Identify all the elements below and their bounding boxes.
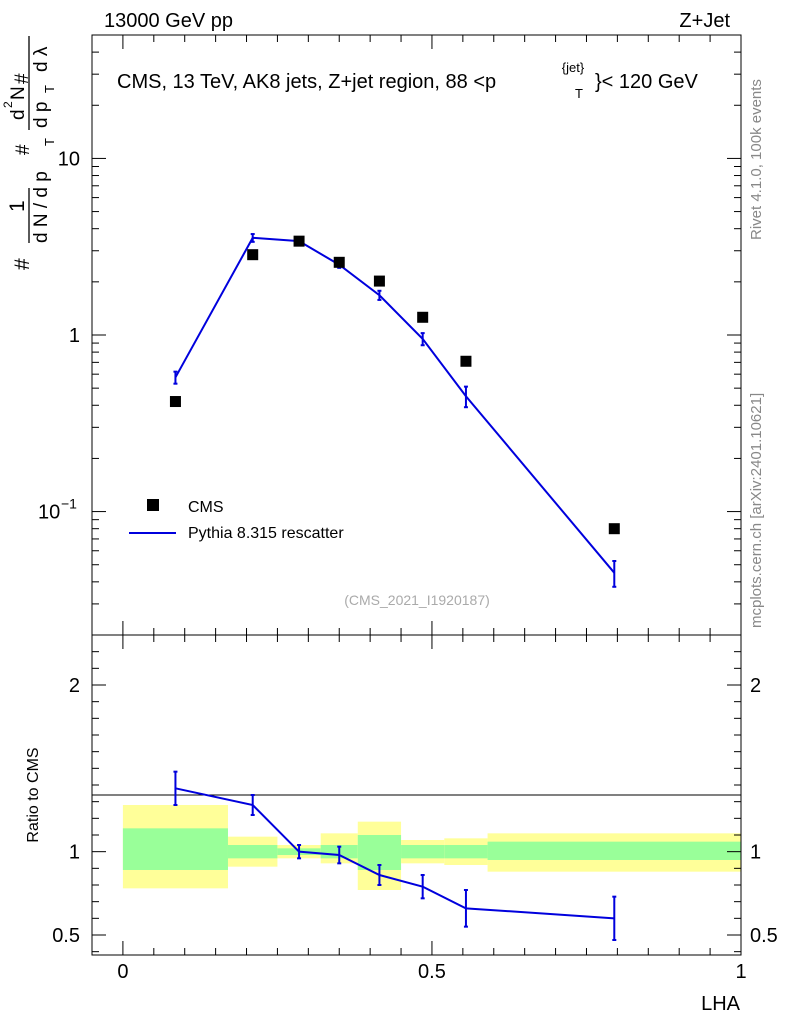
- main-ytick-label: 10: [58, 148, 80, 170]
- ylabel-one: 1: [6, 200, 29, 212]
- cms-point: [247, 249, 259, 261]
- main-title: CMS, 13 TeV, AK8 jets, Z+jet region, 88 …: [117, 60, 699, 101]
- ylabel-hash-2: #: [13, 144, 34, 155]
- ylabel-t-sub-2: T: [42, 85, 57, 93]
- ratio-bands: [122, 805, 741, 890]
- cms-point: [417, 311, 429, 323]
- ratio-xtick-label: 1: [735, 961, 746, 983]
- cms-point: [608, 523, 620, 535]
- ratio-xtick-label: 0.5: [418, 961, 446, 983]
- rivet-version-label: Rivet 4.1.0, 100k events: [748, 79, 765, 240]
- main-marks: [169, 233, 620, 588]
- ylabel-dlambda: d λ: [31, 46, 52, 72]
- ylabel-dpt: d p: [31, 102, 52, 128]
- energy-label: 13000 GeV pp: [104, 10, 233, 32]
- ylabel-hash-3: #: [12, 73, 33, 84]
- ratio-band-inner: [227, 845, 278, 859]
- process-label: Z+Jet: [679, 10, 730, 32]
- main-ytick-label: 1: [69, 325, 80, 347]
- main-ytick-label-base: 10: [38, 502, 60, 524]
- mcplots-label: mcplots.cern.ch [arXiv:2401.10621]: [748, 393, 765, 628]
- main-ytick-label-exp: −1: [61, 496, 77, 512]
- main-title-sup: {jet}: [562, 60, 585, 75]
- mc-line: [174, 236, 616, 574]
- ratio-xlabel: LHA: [701, 993, 741, 1015]
- ylabel-dn-dpt: d N / d p: [31, 171, 52, 243]
- ylabel-d2n-d: d: [8, 109, 29, 120]
- legend-cms-marker: [147, 499, 159, 511]
- cms-point: [373, 275, 385, 287]
- legend-cms-label: CMS: [188, 499, 224, 516]
- ratio-band-inner: [444, 845, 488, 859]
- main-frame: [91, 34, 742, 636]
- ylabel-square: 2: [1, 101, 15, 108]
- cms-point: [293, 235, 305, 247]
- ratio-ticks: 0 0.5 12 21 10.5 0.5: [52, 635, 778, 983]
- legend-mc-label: Pythia 8.315 rescatter: [188, 525, 344, 542]
- ratio-marks: [173, 770, 617, 941]
- main-title-sub: T: [575, 86, 583, 101]
- cms-point: [460, 355, 472, 367]
- ratio-band-inner: [487, 841, 741, 860]
- cms-point: [333, 256, 345, 268]
- ratio-ylabel: Ratio to CMS: [25, 747, 42, 842]
- main-title-text: CMS, 13 TeV, AK8 jets, Z+jet region, 88 …: [117, 71, 496, 93]
- ylabel-hash-1: #: [11, 258, 34, 270]
- ratio-ytick-label-left: 0.5: [52, 925, 80, 947]
- ratio-panel: 0 0.5 12 21 10.5 0.5 Ratio to CMS LHA: [25, 634, 778, 1015]
- ylabel-n: N: [8, 86, 29, 100]
- ylabel-t-sub: T: [42, 138, 57, 146]
- legend: CMS Pythia 8.315 rescatter: [129, 499, 344, 542]
- ratio-ytick-label-left: 2: [69, 675, 80, 697]
- main-ylabel: # 1 d N / d p T # d 2 N d p T # d λ: [1, 36, 57, 270]
- ratio-ytick-label-left: 1: [69, 842, 80, 864]
- ratio-ytick-label-right: 2: [750, 675, 761, 697]
- ratio-band-inner: [401, 845, 445, 859]
- ratio-xtick-label: 0: [117, 961, 128, 983]
- main-title-end: }< 120 GeV: [595, 71, 699, 93]
- ratio-ytick-label-right: 0.5: [750, 925, 778, 947]
- ratio-mc-line: [175, 787, 615, 920]
- ratio-band-inner: [122, 828, 228, 870]
- analysis-watermark: (CMS_2021_I1920187): [344, 592, 490, 608]
- ratio-ytick-label-right: 1: [750, 842, 761, 864]
- ratio-frame: [91, 634, 742, 956]
- cms-point: [169, 396, 181, 408]
